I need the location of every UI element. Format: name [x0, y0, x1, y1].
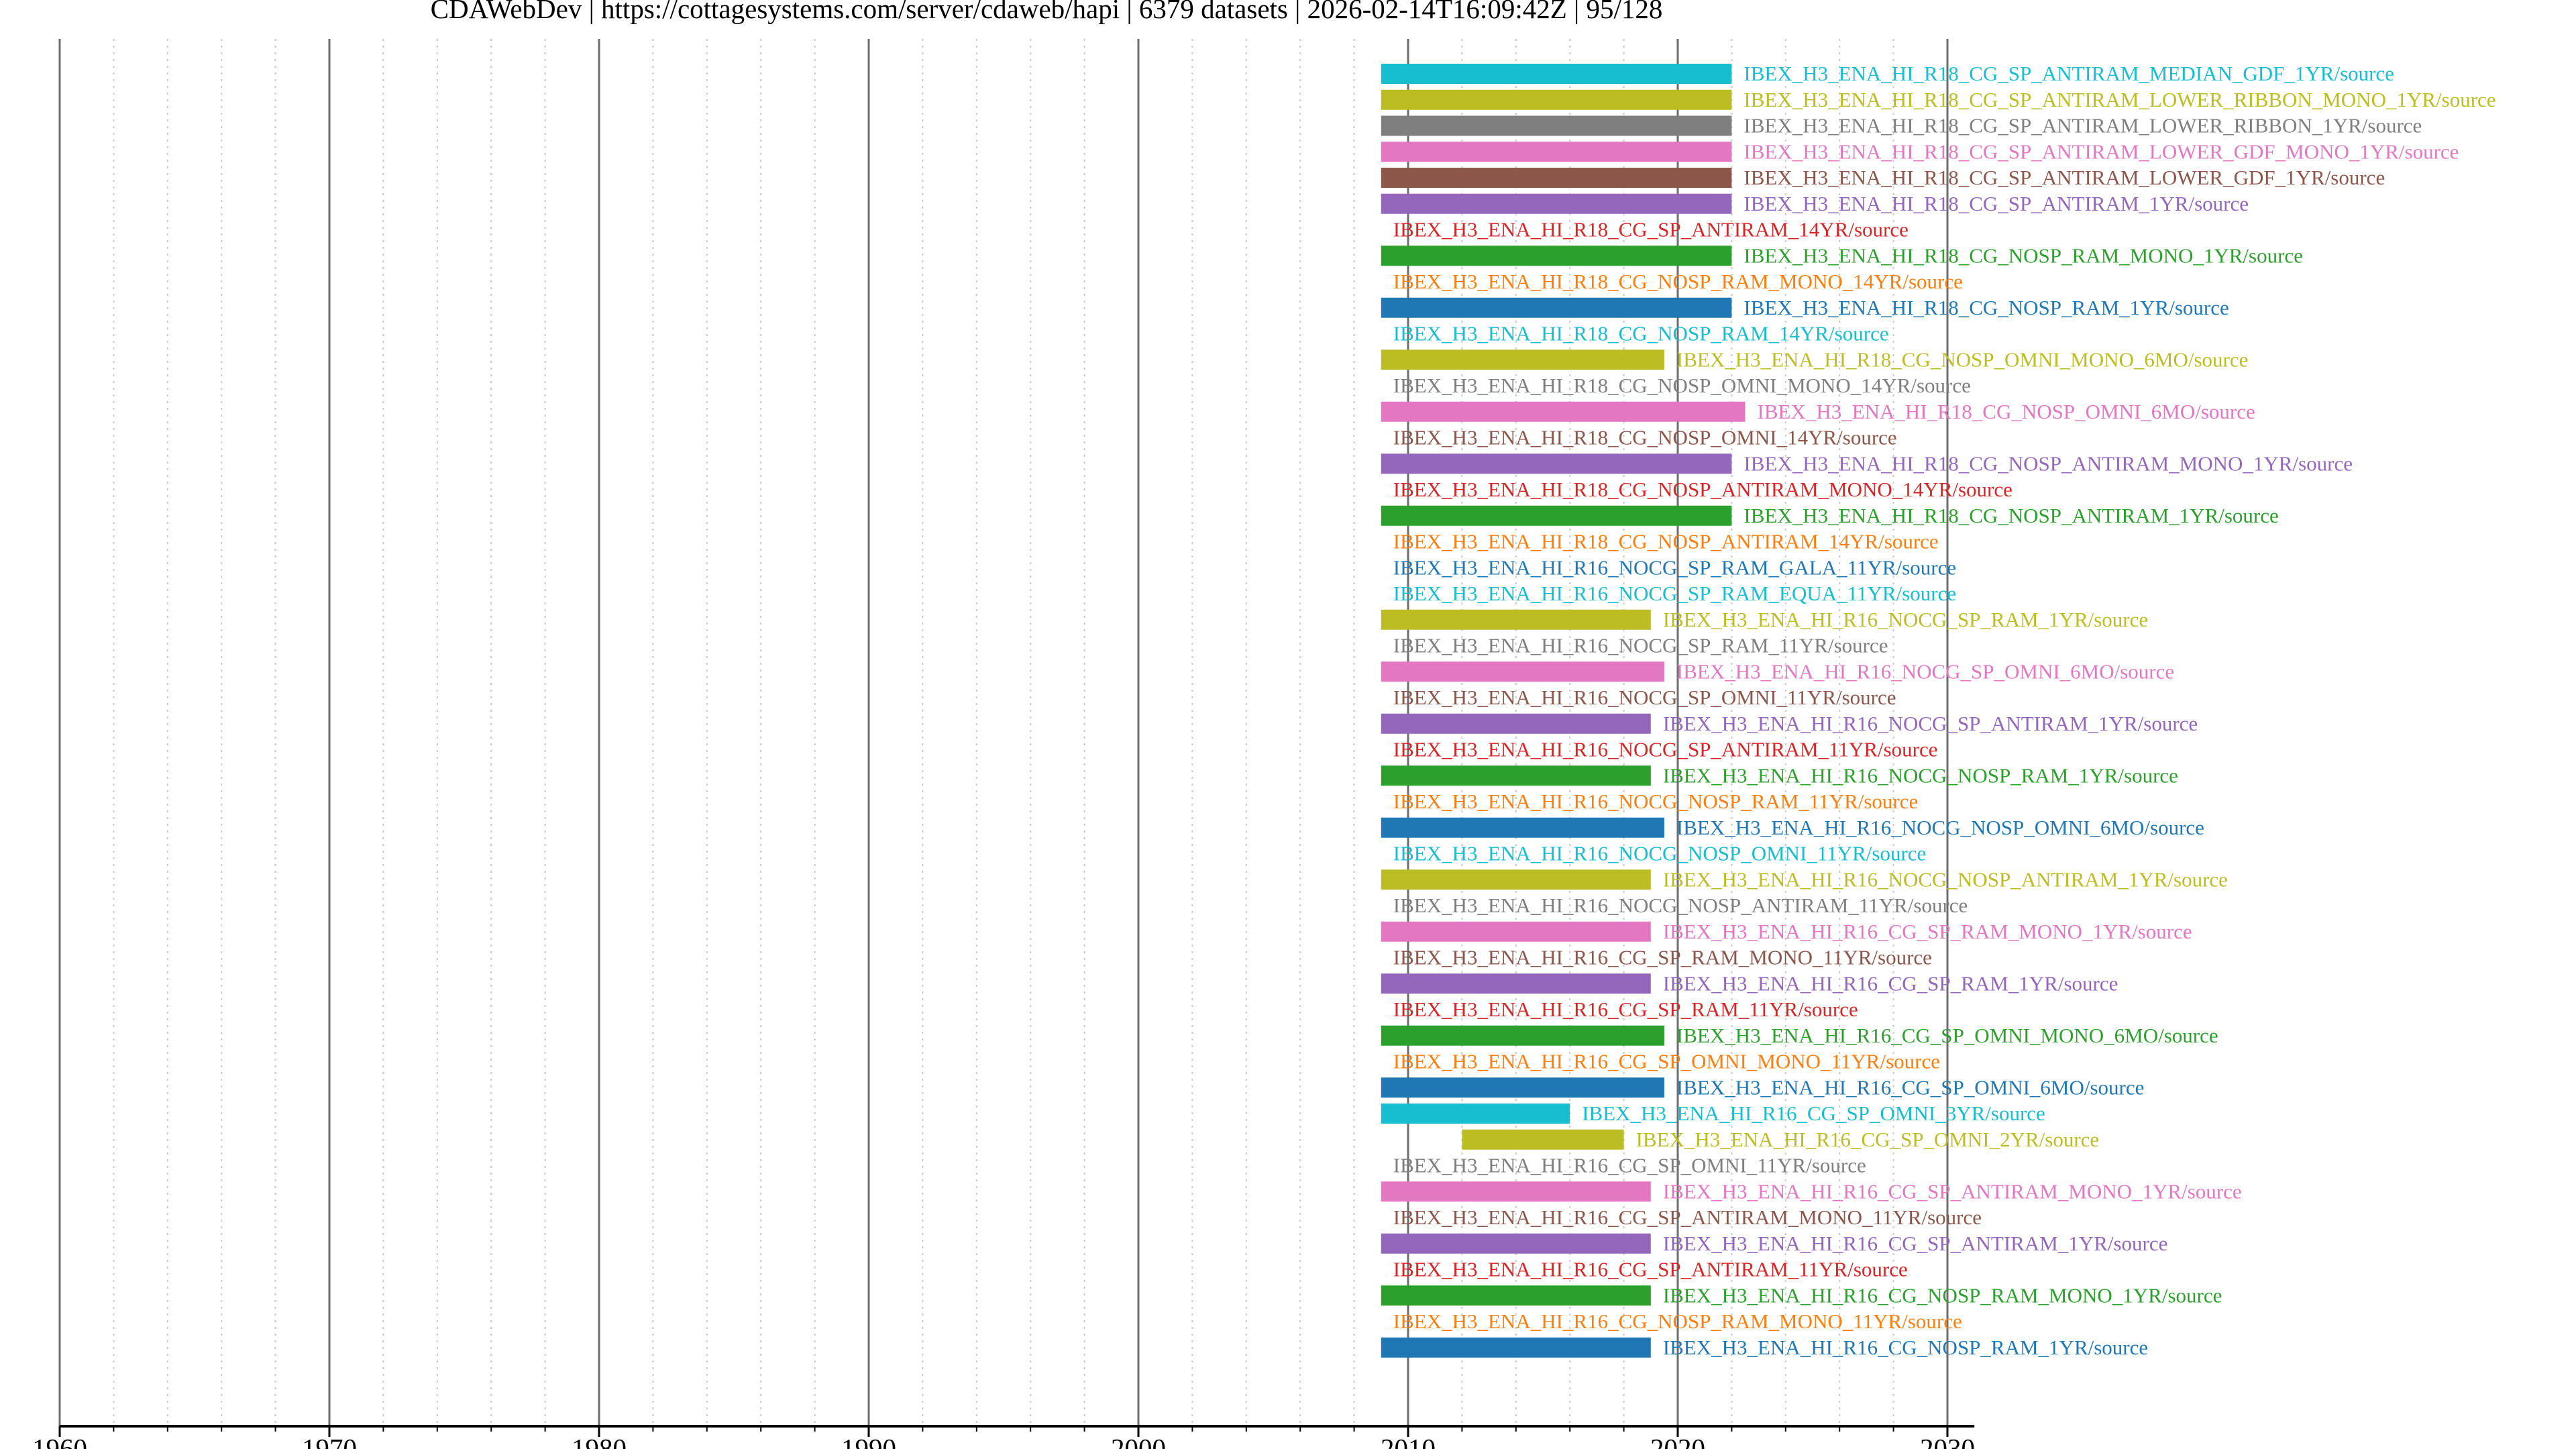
- x-tick-label: 1970: [302, 1433, 357, 1449]
- timeline-bar: [1381, 115, 1732, 136]
- timeline-bar: [1381, 1077, 1664, 1098]
- bar-label: IBEX_H3_ENA_HI_R16_CG_SP_RAM_MONO_1YR/so…: [1663, 920, 2192, 943]
- bar-label: IBEX_H3_ENA_HI_R16_NOCG_SP_RAM_1YR/sourc…: [1663, 608, 2148, 631]
- timeline-bar: [1381, 921, 1651, 942]
- timeline-bar: [1462, 1129, 1624, 1150]
- x-tick-label: 2000: [1111, 1433, 1166, 1449]
- bar-label: IBEX_H3_ENA_HI_R18_CG_SP_ANTIRAM_14YR/so…: [1393, 218, 1909, 241]
- timeline-bar: [1381, 401, 1746, 422]
- x-tick-label: 2020: [1650, 1433, 1705, 1449]
- bar-label: IBEX_H3_ENA_HI_R18_CG_SP_ANTIRAM_LOWER_R…: [1743, 88, 2496, 111]
- bar-label: IBEX_H3_ENA_HI_R18_CG_NOSP_OMNI_MONO_6MO…: [1676, 347, 2249, 371]
- bar-label: IBEX_H3_ENA_HI_R16_NOCG_NOSP_OMNI_11YR/s…: [1393, 842, 1927, 865]
- bar-label: IBEX_H3_ENA_HI_R16_CG_SP_OMNI_11YR/sourc…: [1393, 1154, 1866, 1177]
- x-tick-label: 1980: [572, 1433, 627, 1449]
- bar-label: IBEX_H3_ENA_HI_R18_CG_NOSP_RAM_1YR/sourc…: [1743, 296, 2229, 319]
- bar-label: IBEX_H3_ENA_HI_R16_CG_SP_RAM_MONO_11YR/s…: [1393, 946, 1932, 969]
- bar-label: IBEX_H3_ENA_HI_R16_NOCG_SP_ANTIRAM_11YR/…: [1393, 738, 1938, 761]
- bar-label: IBEX_H3_ENA_HI_R18_CG_NOSP_ANTIRAM_MONO_…: [1743, 451, 2353, 475]
- x-axis: 1960 1970 1980 1990 2000 2010 2020 2030: [32, 1425, 1975, 1449]
- bar-label: IBEX_H3_ENA_HI_R18_CG_NOSP_RAM_14YR/sour…: [1393, 322, 1889, 345]
- bar-label: IBEX_H3_ENA_HI_R18_CG_NOSP_ANTIRAM_1YR/s…: [1743, 504, 2278, 527]
- bar-label: IBEX_H3_ENA_HI_R16_CG_SP_OMNI_3YR/source: [1582, 1102, 2045, 1125]
- bar-label: IBEX_H3_ENA_HI_R16_CG_NOSP_RAM_MONO_11YR…: [1393, 1309, 1962, 1333]
- timeline-bar: [1381, 350, 1664, 370]
- bar-label: IBEX_H3_ENA_HI_R18_CG_SP_ANTIRAM_1YR/sou…: [1743, 192, 2249, 215]
- bar-label: IBEX_H3_ENA_HI_R16_NOCG_NOSP_ANTIRAM_1YR…: [1663, 867, 2228, 891]
- timeline-bar: [1381, 765, 1651, 786]
- bar-label: IBEX_H3_ENA_HI_R16_CG_NOSP_RAM_1YR/sourc…: [1663, 1336, 2148, 1359]
- timeline-bar: [1381, 1233, 1651, 1254]
- bar-label: IBEX_H3_ENA_HI_R16_CG_NOSP_RAM_MONO_1YR/…: [1663, 1283, 2222, 1307]
- chart-title: CDAWebDev | https://cottagesystems.com/s…: [431, 0, 1663, 24]
- x-tick-label: 2010: [1381, 1433, 1436, 1449]
- timeline-bar: [1381, 1025, 1664, 1046]
- bar-label: IBEX_H3_ENA_HI_R16_CG_SP_OMNI_MONO_11YR/…: [1393, 1050, 1940, 1073]
- bar-label: IBEX_H3_ENA_HI_R18_CG_NOSP_ANTIRAM_MONO_…: [1393, 478, 2012, 501]
- x-tick-label: 1960: [32, 1433, 87, 1449]
- timeline-bar: [1381, 713, 1651, 734]
- bar-label: IBEX_H3_ENA_HI_R18_CG_SP_ANTIRAM_LOWER_G…: [1743, 140, 2459, 163]
- bar-label: IBEX_H3_ENA_HI_R16_CG_SP_ANTIRAM_1YR/sou…: [1663, 1232, 2168, 1255]
- bar-label: IBEX_H3_ENA_HI_R18_CG_NOSP_OMNI_14YR/sou…: [1393, 426, 1897, 449]
- bar-label: IBEX_H3_ENA_HI_R16_CG_SP_OMNI_MONO_6MO/s…: [1676, 1024, 2218, 1047]
- timeline-bar: [1381, 193, 1732, 214]
- timeline-bar: [1381, 505, 1732, 526]
- timeline-bar: [1381, 817, 1664, 838]
- timeline-bar: [1381, 142, 1732, 162]
- x-tick-label: 2030: [1920, 1433, 1975, 1449]
- timeline-bar: [1381, 869, 1651, 890]
- bar-label: IBEX_H3_ENA_HI_R18_CG_SP_ANTIRAM_LOWER_R…: [1743, 114, 2422, 138]
- bar-label: IBEX_H3_ENA_HI_R18_CG_SP_ANTIRAM_MEDIAN_…: [1743, 62, 2394, 85]
- bar-label: IBEX_H3_ENA_HI_R16_NOCG_SP_OMNI_6MO/sour…: [1676, 659, 2174, 683]
- timeline-bar: [1381, 297, 1732, 318]
- bar-label: IBEX_H3_ENA_HI_R18_CG_NOSP_OMNI_MONO_14Y…: [1393, 374, 1971, 397]
- bar-label: IBEX_H3_ENA_HI_R16_NOCG_SP_RAM_11YR/sour…: [1393, 634, 1888, 657]
- bar-label: IBEX_H3_ENA_HI_R18_CG_NOSP_OMNI_6MO/sour…: [1758, 400, 2255, 423]
- bar-label: IBEX_H3_ENA_HI_R16_CG_SP_RAM_1YR/source: [1663, 971, 2118, 995]
- timeline-bar: [1381, 1181, 1651, 1202]
- bar-label: IBEX_H3_ENA_HI_R16_NOCG_SP_OMNI_11YR/sou…: [1393, 686, 1896, 709]
- bar-label: IBEX_H3_ENA_HI_R16_NOCG_NOSP_ANTIRAM_11Y…: [1393, 894, 1968, 917]
- timeline-bar: [1381, 1285, 1651, 1306]
- timeline-bar: [1381, 973, 1651, 994]
- timeline-bar: [1381, 168, 1732, 188]
- timeline-bar: [1381, 64, 1732, 84]
- timeline-bar: [1381, 1337, 1651, 1358]
- bar-label: IBEX_H3_ENA_HI_R16_NOCG_SP_ANTIRAM_1YR/s…: [1663, 712, 2198, 735]
- timeline-bar: [1381, 661, 1664, 682]
- bar-layer: [1381, 64, 1746, 1358]
- timeline-bar: [1381, 453, 1732, 474]
- timeline-bar: [1381, 89, 1732, 110]
- bar-label: IBEX_H3_ENA_HI_R16_NOCG_SP_RAM_EQUA_11YR…: [1393, 582, 1956, 605]
- bar-label: IBEX_H3_ENA_HI_R16_NOCG_NOSP_RAM_11YR/so…: [1393, 790, 1918, 813]
- bar-label: IBEX_H3_ENA_HI_R18_CG_NOSP_RAM_MONO_1YR/…: [1743, 244, 2303, 267]
- label-layer: IBEX_H3_ENA_HI_R18_CG_SP_ANTIRAM_MEDIAN_…: [1393, 62, 2496, 1359]
- bar-label: IBEX_H3_ENA_HI_R16_NOCG_SP_RAM_GALA_11YR…: [1393, 555, 1956, 579]
- bar-label: IBEX_H3_ENA_HI_R16_CG_SP_ANTIRAM_MONO_11…: [1393, 1205, 1982, 1229]
- timeline-bar: [1381, 609, 1651, 630]
- x-tick-label: 1990: [841, 1433, 896, 1449]
- bar-label: IBEX_H3_ENA_HI_R16_NOCG_NOSP_RAM_1YR/sou…: [1663, 763, 2178, 787]
- bar-label: IBEX_H3_ENA_HI_R16_CG_SP_OMNI_6MO/source: [1676, 1075, 2145, 1099]
- bar-label: IBEX_H3_ENA_HI_R16_CG_SP_ANTIRAM_MONO_1Y…: [1663, 1179, 2242, 1203]
- bar-label: IBEX_H3_ENA_HI_R18_CG_NOSP_RAM_MONO_14YR…: [1393, 270, 1963, 293]
- bar-label: IBEX_H3_ENA_HI_R18_CG_NOSP_ANTIRAM_14YR/…: [1393, 530, 1939, 553]
- timeline-bar: [1381, 1104, 1570, 1124]
- bar-label: IBEX_H3_ENA_HI_R16_CG_SP_ANTIRAM_11YR/so…: [1393, 1258, 1908, 1281]
- bar-label: IBEX_H3_ENA_HI_R16_CG_SP_RAM_11YR/source: [1393, 998, 1858, 1021]
- bar-label: IBEX_H3_ENA_HI_R16_NOCG_NOSP_OMNI_6MO/so…: [1676, 816, 2204, 839]
- bar-label: IBEX_H3_ENA_HI_R18_CG_SP_ANTIRAM_LOWER_G…: [1743, 166, 2385, 189]
- bar-label: IBEX_H3_ENA_HI_R16_CG_SP_OMNI_2YR/source: [1636, 1128, 2100, 1151]
- timeline-bar: [1381, 246, 1732, 266]
